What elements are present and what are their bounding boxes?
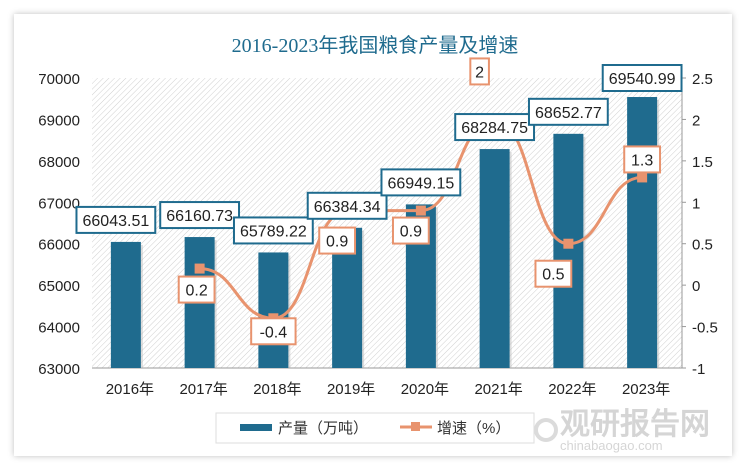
y-left-tick-label: 67000 <box>38 195 80 212</box>
data-label-production: 68284.75 <box>461 120 528 137</box>
y-right-tick-label: -0.5 <box>692 320 718 337</box>
bar-production <box>627 97 658 369</box>
bar-production <box>479 149 510 368</box>
bar-production <box>258 252 289 368</box>
y-right-tick-label: 1 <box>692 195 700 212</box>
y-right-tick-label: 2 <box>692 112 700 129</box>
watermark-logo: 观研报告网 chinabaogao.com <box>534 408 710 453</box>
x-tick-label: 2019年 <box>327 381 375 398</box>
data-label-production: 66384.34 <box>314 199 381 216</box>
data-label-growth: 0.2 <box>186 283 208 300</box>
legend: 产量（万吨） 增速（%） <box>215 412 535 444</box>
x-tick-label: 2022年 <box>548 381 596 398</box>
data-label-growth: 1.3 <box>631 152 653 169</box>
data-label-growth: 2 <box>475 64 484 81</box>
svg-text:观研报告网: 观研报告网 <box>560 408 710 441</box>
x-tick-label: 2017年 <box>179 381 227 398</box>
data-label-production: 66043.51 <box>83 213 150 230</box>
y-right-tick-label: 0.5 <box>692 237 713 254</box>
data-label-growth: 0.9 <box>326 234 348 251</box>
legend-label-production: 产量（万吨） <box>278 420 368 437</box>
y-right-tick-label: -1 <box>692 361 705 378</box>
y-left-tick-label: 64000 <box>38 320 80 337</box>
point-growth <box>563 238 574 249</box>
data-label-production: 66160.73 <box>166 208 233 225</box>
svg-text:chinabaogao.com: chinabaogao.com <box>560 438 663 453</box>
y-left-tick-label: 68000 <box>38 154 80 171</box>
data-label-production: 66949.15 <box>388 175 455 192</box>
x-tick-label: 2021年 <box>474 381 522 398</box>
bar-production <box>110 241 141 368</box>
y-right-tick-label: 0 <box>692 278 700 295</box>
point-growth <box>194 263 205 274</box>
y-left-tick-label: 63000 <box>38 361 80 378</box>
y-left-tick-label: 69000 <box>38 112 80 129</box>
data-label-growth: 0.5 <box>542 267 564 284</box>
point-growth <box>415 205 426 216</box>
data-label-growth: 0.9 <box>400 224 422 241</box>
y-left-tick-label: 65000 <box>38 278 80 295</box>
y-left-tick-label: 70000 <box>38 71 80 88</box>
y-right-tick-label: 2.5 <box>692 71 713 88</box>
data-label-production: 65789.22 <box>240 223 307 240</box>
legend-label-growth: 增速（%） <box>437 420 510 437</box>
data-label-production: 68652.77 <box>535 105 602 122</box>
legend-swatch-production <box>240 424 272 431</box>
point-growth <box>637 172 648 183</box>
x-tick-label: 2016年 <box>106 381 154 398</box>
x-tick-label: 2018年 <box>253 381 301 398</box>
y-right-tick-label: 1.5 <box>692 154 713 171</box>
y-left-tick-label: 66000 <box>38 237 80 254</box>
data-label-production: 69540.99 <box>609 71 676 88</box>
bar-production <box>553 133 584 368</box>
x-tick-label: 2020年 <box>401 381 449 398</box>
data-label-growth: -0.4 <box>260 324 288 341</box>
x-tick-label: 2023年 <box>622 381 670 398</box>
chart-title: 2016-2023年我国粮食产量及增速 <box>232 34 519 57</box>
